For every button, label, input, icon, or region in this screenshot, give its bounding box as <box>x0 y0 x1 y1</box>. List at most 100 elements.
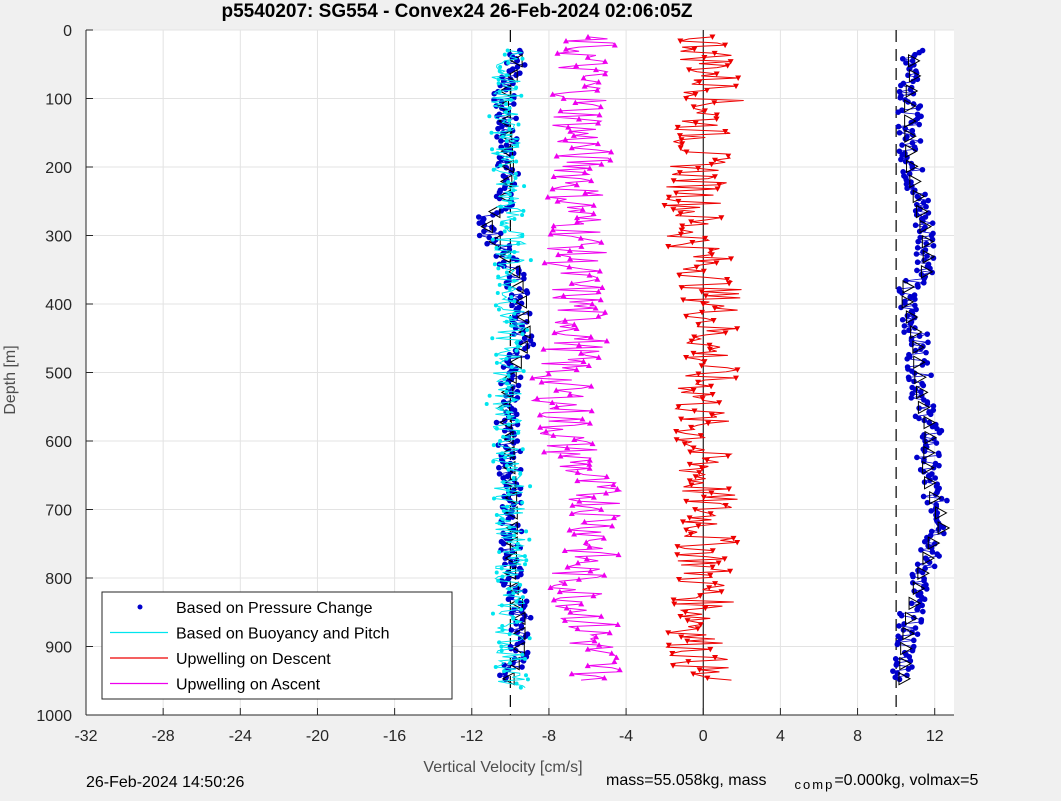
data-point <box>895 123 902 130</box>
data-point <box>674 552 681 558</box>
data-point <box>519 664 525 670</box>
data-point <box>563 605 570 611</box>
data-point <box>520 332 525 337</box>
data-point <box>584 646 591 652</box>
data-point <box>501 582 507 588</box>
data-point <box>709 564 716 571</box>
data-point <box>715 560 722 566</box>
data-point <box>527 614 534 621</box>
data-point <box>616 666 623 673</box>
x-tick-label: 0 <box>699 728 708 745</box>
data-point <box>579 416 586 422</box>
data-point <box>496 266 501 271</box>
data-point <box>903 181 910 187</box>
data-point <box>571 531 578 537</box>
data-point <box>661 202 668 209</box>
data-point <box>931 563 938 570</box>
data-point <box>701 55 708 61</box>
data-point <box>562 136 569 142</box>
legend-label: Based on Buoyancy and Pitch <box>176 626 389 643</box>
model-marker <box>902 626 916 641</box>
data-point <box>508 200 513 205</box>
model-marker <box>904 99 917 113</box>
data-point <box>524 353 531 360</box>
data-point <box>553 403 560 410</box>
data-point <box>706 346 713 353</box>
data-point <box>912 222 919 229</box>
data-point <box>576 498 583 504</box>
data-point <box>910 78 916 85</box>
data-point <box>677 38 684 44</box>
data-point <box>568 144 575 151</box>
data-point <box>569 502 576 508</box>
data-point <box>718 215 725 221</box>
data-point <box>496 307 501 312</box>
data-point <box>907 294 913 300</box>
data-point <box>520 500 525 505</box>
data-point <box>603 473 610 480</box>
data-point <box>550 432 557 438</box>
data-point <box>688 424 695 431</box>
data-point <box>734 326 741 332</box>
data-point <box>501 508 506 513</box>
data-point <box>686 67 693 73</box>
data-point <box>519 93 524 98</box>
data-point <box>909 164 916 171</box>
data-point <box>575 576 582 582</box>
data-point <box>722 42 729 49</box>
data-point <box>497 230 504 237</box>
data-point <box>679 223 686 229</box>
model-marker <box>496 99 509 113</box>
data-point <box>678 137 685 143</box>
data-point <box>567 609 574 615</box>
data-point <box>522 554 527 559</box>
data-point <box>498 439 503 443</box>
data-point <box>504 225 509 230</box>
data-point <box>590 202 597 208</box>
data-point <box>899 316 906 323</box>
data-point <box>578 243 585 249</box>
data-point <box>588 383 595 389</box>
data-point <box>495 151 500 156</box>
data-point <box>602 309 609 315</box>
data-point <box>732 83 739 90</box>
model-marker <box>914 370 927 385</box>
data-point <box>589 440 596 447</box>
data-point <box>507 254 512 259</box>
data-point <box>916 333 923 339</box>
data-point <box>574 477 581 484</box>
data-point <box>504 270 509 275</box>
data-point <box>683 96 690 102</box>
data-point <box>929 549 936 555</box>
data-point <box>921 279 927 286</box>
data-point <box>899 55 906 62</box>
data-point <box>517 374 524 381</box>
data-point <box>907 321 914 327</box>
data-point <box>499 644 504 649</box>
data-point <box>502 669 507 674</box>
data-point <box>561 617 568 623</box>
data-point <box>896 129 903 136</box>
data-point <box>499 406 504 411</box>
data-point <box>727 568 734 575</box>
data-point <box>925 197 931 204</box>
data-point <box>502 52 507 57</box>
data-point <box>695 523 702 529</box>
model-marker <box>924 430 938 445</box>
data-point <box>511 591 516 596</box>
data-point <box>504 101 509 106</box>
data-point <box>716 182 723 188</box>
data-point <box>500 451 505 456</box>
data-point <box>678 285 685 291</box>
data-point <box>590 494 597 500</box>
data-point <box>711 157 718 164</box>
data-point <box>568 670 575 677</box>
data-point <box>504 110 509 115</box>
data-point <box>905 666 912 672</box>
axes: -32 -28 -24 -20 -16 -12 -8 -4 0 4 8 12 0 100 200 300 400… <box>36 23 954 745</box>
data-point <box>710 318 717 324</box>
data-point <box>511 188 516 193</box>
model-marker <box>923 415 937 430</box>
data-point <box>512 311 517 316</box>
data-point <box>726 281 733 287</box>
